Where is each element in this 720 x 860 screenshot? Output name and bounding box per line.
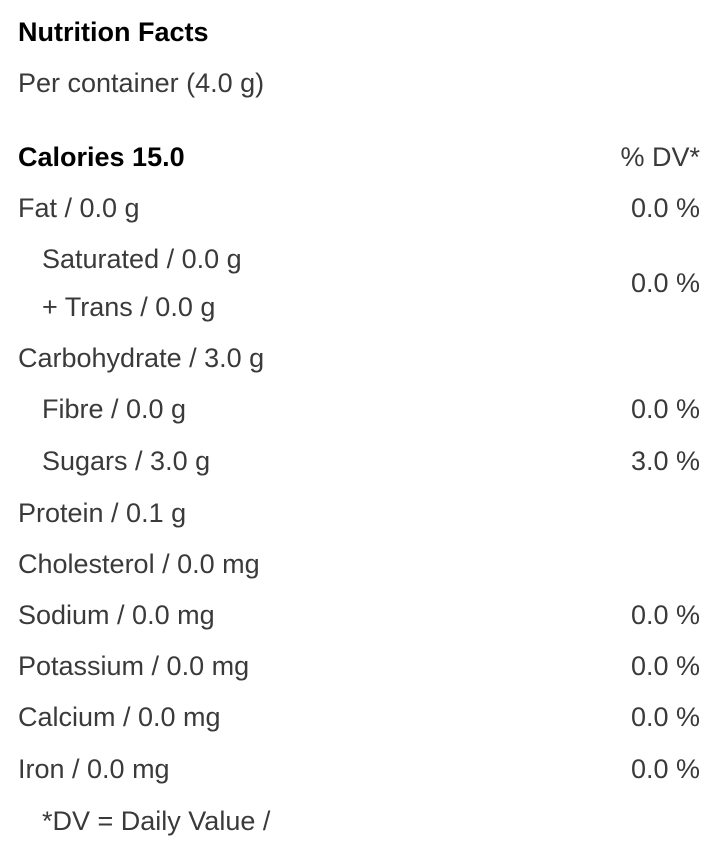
protein-label: Protein / 0.1 g bbox=[18, 498, 187, 528]
fibre-dv: 0.0 % bbox=[630, 394, 700, 424]
nutrition-title: Nutrition Facts bbox=[18, 17, 209, 47]
potassium-dv: 0.0 % bbox=[630, 651, 700, 681]
fibre-label: Fibre / 0.0 g bbox=[42, 394, 187, 424]
iron-label: Iron / 0.0 mg bbox=[18, 754, 170, 784]
serving-size: Per container (4.0 g) bbox=[18, 68, 265, 98]
sodium-label: Sodium / 0.0 mg bbox=[18, 600, 215, 630]
potassium-label: Potassium / 0.0 mg bbox=[18, 651, 250, 681]
cholesterol-label: Cholesterol / 0.0 mg bbox=[18, 549, 260, 579]
calories: Calories 15.0 bbox=[18, 142, 185, 172]
iron-dv: 0.0 % bbox=[630, 754, 700, 784]
dv-footnote: *DV = Daily Value / bbox=[42, 806, 271, 836]
saturated-trans-dv: 0.0 % bbox=[630, 268, 700, 298]
calcium-dv: 0.0 % bbox=[630, 702, 700, 732]
calcium-label: Calcium / 0.0 mg bbox=[18, 702, 221, 732]
dv-header: % DV* bbox=[620, 142, 700, 172]
sugars-label: Sugars / 3.0 g bbox=[42, 446, 211, 476]
sodium-dv: 0.0 % bbox=[630, 600, 700, 630]
saturated-label: Saturated / 0.0 g bbox=[42, 244, 242, 274]
carbohydrate-label: Carbohydrate / 3.0 g bbox=[18, 343, 265, 373]
fat-label: Fat / 0.0 g bbox=[18, 193, 140, 223]
sugars-dv: 3.0 % bbox=[630, 446, 700, 476]
trans-label: + Trans / 0.0 g bbox=[42, 292, 216, 322]
fat-dv: 0.0 % bbox=[630, 193, 700, 223]
